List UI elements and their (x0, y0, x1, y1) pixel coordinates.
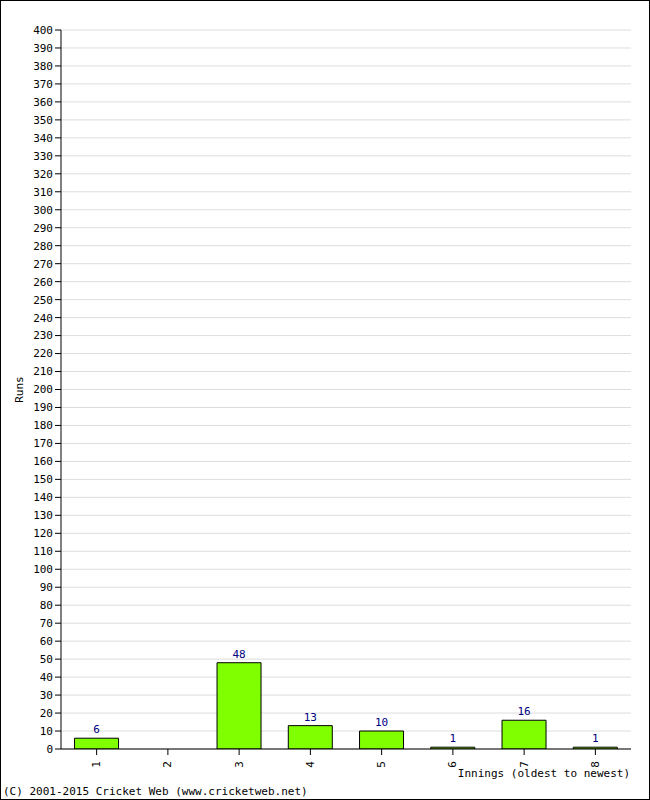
svg-text:0: 0 (46, 743, 53, 756)
svg-text:1: 1 (90, 761, 103, 768)
svg-text:10: 10 (375, 716, 388, 729)
svg-text:13: 13 (304, 711, 317, 724)
svg-text:7: 7 (518, 761, 531, 768)
svg-text:280: 280 (33, 240, 53, 253)
svg-text:210: 210 (33, 365, 53, 378)
svg-text:250: 250 (33, 294, 53, 307)
svg-text:50: 50 (40, 653, 53, 666)
svg-text:150: 150 (33, 473, 53, 486)
svg-text:30: 30 (40, 689, 53, 702)
svg-text:40: 40 (40, 671, 53, 684)
svg-text:240: 240 (33, 312, 53, 325)
svg-text:310: 310 (33, 186, 53, 199)
html-text:Innings (oldest to newest): Innings (oldest to newest) (457, 767, 630, 780)
svg-text:270: 270 (33, 258, 53, 271)
svg-text:10: 10 (40, 725, 53, 738)
svg-text:48: 48 (232, 648, 245, 661)
svg-text:16: 16 (517, 705, 530, 718)
svg-text:350: 350 (33, 114, 53, 127)
svg-text:8: 8 (589, 761, 602, 768)
svg-text:370: 370 (33, 78, 53, 91)
svg-text:20: 20 (40, 707, 53, 720)
svg-text:130: 130 (33, 509, 53, 522)
svg-text:Runs: Runs (13, 376, 26, 403)
svg-text:80: 80 (40, 599, 53, 612)
svg-text:1: 1 (592, 732, 599, 745)
svg-text:360: 360 (33, 96, 53, 109)
svg-text:160: 160 (33, 455, 53, 468)
svg-text:120: 120 (33, 527, 53, 540)
svg-text:400: 400 (33, 24, 53, 37)
svg-text:140: 140 (33, 491, 53, 504)
svg-text:2: 2 (161, 761, 174, 768)
svg-text:4: 4 (304, 761, 317, 768)
svg-text:60: 60 (40, 635, 53, 648)
svg-text:190: 190 (33, 401, 53, 414)
svg-text:200: 200 (33, 383, 53, 396)
svg-text:3: 3 (233, 761, 246, 768)
svg-text:70: 70 (40, 617, 53, 630)
svg-text:1: 1 (449, 732, 456, 745)
svg-text:110: 110 (33, 545, 53, 558)
svg-text:290: 290 (33, 222, 53, 235)
svg-text:330: 330 (33, 150, 53, 163)
svg-text:90: 90 (40, 581, 53, 594)
svg-text:170: 170 (33, 437, 53, 450)
svg-text:230: 230 (33, 329, 53, 342)
svg-text:340: 340 (33, 132, 53, 145)
svg-text:6: 6 (93, 723, 100, 736)
svg-text:180: 180 (33, 419, 53, 432)
svg-text:260: 260 (33, 276, 53, 289)
svg-text:300: 300 (33, 204, 53, 217)
svg-text:380: 380 (33, 60, 53, 73)
svg-text:5: 5 (375, 761, 388, 768)
svg-text:6: 6 (446, 761, 459, 768)
svg-text:220: 220 (33, 347, 53, 360)
svg-text:320: 320 (33, 168, 53, 181)
html-text:(C) 2001-2015 Cricket Web (www: (C) 2001-2015 Cricket Web (www.cricketwe… (3, 785, 308, 798)
svg-text:100: 100 (33, 563, 53, 576)
svg-text:390: 390 (33, 42, 53, 55)
